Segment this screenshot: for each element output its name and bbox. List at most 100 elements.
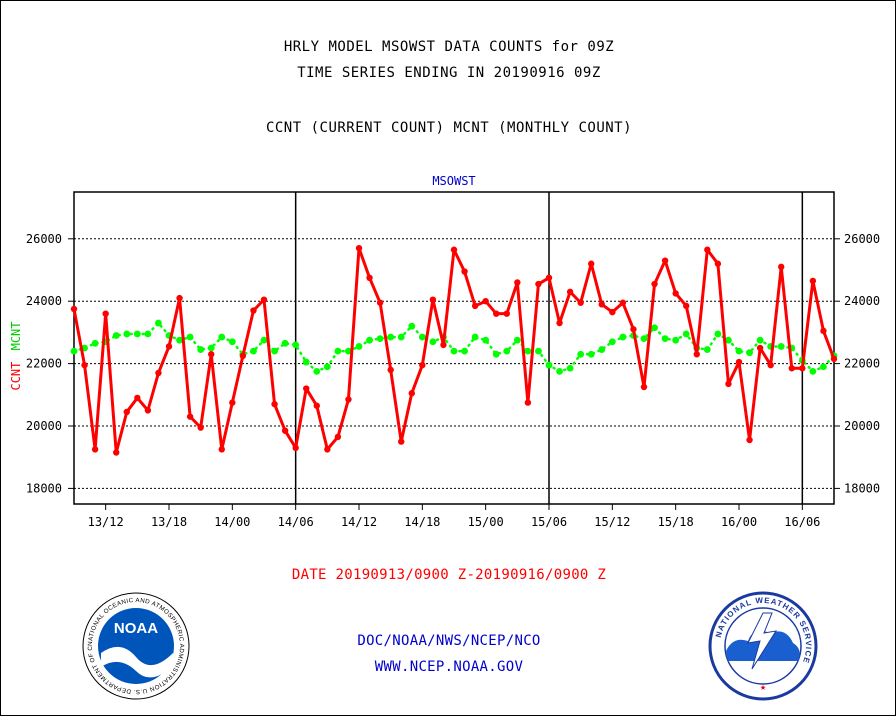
mcnt-point: [355, 343, 363, 350]
ccnt-point: [250, 307, 257, 314]
ccnt-point: [387, 366, 394, 374]
mcnt-point: [661, 335, 669, 343]
footer-url[interactable]: WWW.NCEP.NOAA.GOV: [374, 659, 524, 675]
plot-title: MSOWST: [432, 174, 475, 188]
y-axis-left-ticks: 18000 20000 22000 24000 26000: [26, 232, 74, 495]
series-ccnt: [70, 244, 838, 456]
mcnt-point: [429, 338, 437, 346]
ccnt-point: [566, 288, 574, 296]
ccnt-point: [429, 296, 437, 303]
x-tick-label: 14/06: [278, 515, 314, 529]
ccnt-point: [471, 302, 479, 310]
ccnt-point: [461, 268, 468, 275]
mcnt-point: [387, 333, 395, 341]
ccnt-point: [725, 380, 732, 388]
ccnt-point: [651, 280, 658, 288]
ccnt-point: [440, 341, 447, 349]
mcnt-point: [598, 346, 606, 353]
mcnt-point: [250, 347, 257, 355]
mcnt-point: [714, 330, 722, 338]
ccnt-point: [704, 246, 711, 253]
y-tick-label-right: 20000: [844, 419, 880, 433]
mcnt-point: [471, 333, 479, 341]
ccnt-point: [376, 299, 384, 306]
ccnt-point: [165, 343, 173, 350]
nws-star-icon: ★: [760, 682, 766, 693]
footer-org: DOC/NOAA/NWS/NCEP/NCO: [357, 633, 541, 649]
mcnt-point: [450, 347, 458, 355]
noaa-logo: NOAA NATIONAL OCEANIC AND ATMOSPHERIC AD…: [81, 591, 190, 700]
x-tick-label: 15/18: [658, 515, 694, 529]
ccnt-point: [693, 351, 700, 358]
ccnt-point: [345, 396, 352, 403]
mcnt-point: [461, 347, 468, 355]
y-axis-right-ticks: 18000 20000 22000 24000 26000: [834, 232, 880, 495]
ccnt-point: [229, 399, 236, 406]
y-tick-label: 22000: [26, 357, 62, 371]
y-tick-label-right: 22000: [844, 357, 880, 371]
ccnt-point: [619, 299, 627, 306]
ccnt-point: [577, 299, 584, 306]
mcnt-point: [703, 346, 711, 353]
x-tick-label: 14/00: [214, 515, 250, 529]
mcnt-point: [281, 339, 289, 347]
ccnt-point: [493, 310, 500, 317]
mcnt-point: [302, 358, 310, 366]
mcnt-point: [756, 336, 764, 344]
x-tick-label: 16/06: [784, 515, 820, 529]
mcnt-point: [777, 343, 785, 350]
nws-logo: NATIONAL WEATHER SERVICE ★: [708, 591, 818, 701]
mcnt-point: [176, 336, 183, 344]
mcnt-point: [408, 322, 416, 330]
mcnt-point: [228, 338, 236, 346]
ccnt-point: [155, 369, 162, 377]
ccnt-point: [746, 436, 753, 444]
ccnt-point: [556, 319, 563, 327]
ccnt-point: [524, 399, 532, 406]
ccnt-point: [778, 263, 785, 271]
mcnt-point: [524, 347, 532, 355]
mcnt-point: [725, 336, 732, 344]
mcnt-point: [186, 333, 194, 341]
ccnt-point: [292, 444, 299, 452]
mcnt-point: [746, 349, 753, 357]
y-tick-label-right: 24000: [844, 294, 880, 308]
ccnt-point: [799, 365, 806, 372]
y-axis-label: CCNT MCNT: [9, 321, 23, 390]
ccnt-point: [535, 280, 542, 288]
mcnt-point: [397, 333, 405, 341]
mcnt-point: [735, 347, 743, 355]
ccnt-point: [123, 408, 130, 416]
ccnt-point: [260, 296, 268, 303]
ccnt-point: [208, 351, 215, 358]
ccnt-point: [683, 302, 690, 310]
ccnt-point: [366, 274, 373, 281]
ccnt-point: [91, 446, 99, 453]
y-tick-label: 26000: [26, 232, 62, 246]
mcnt-point: [313, 368, 321, 375]
ccnt-point: [809, 277, 817, 285]
mcnt-point: [218, 333, 226, 341]
ccnt-point: [820, 327, 827, 335]
date-range: DATE 20190913/0900 Z-20190916/0900 Z: [291, 567, 607, 583]
mcnt-line: [72, 321, 836, 373]
mcnt-point: [577, 350, 585, 358]
ccnt-point: [334, 433, 342, 441]
y-tick-label: 18000: [26, 481, 62, 495]
mcnt-point: [334, 347, 342, 355]
series-mcnt: [70, 319, 838, 375]
mcnt-point: [323, 363, 331, 371]
ccnt-point: [482, 298, 489, 305]
mcnt-point: [144, 330, 152, 338]
ccnt-point: [70, 305, 78, 313]
mcnt-point: [260, 336, 268, 344]
ccnt-point: [714, 260, 722, 267]
mcnt-point: [608, 338, 616, 346]
mcnt-point: [556, 368, 563, 375]
ccnt-point: [609, 308, 616, 316]
x-axis-ticks: 13/12 13/18 14/00 14/06 14/12 14/18 15/00 15/06…: [88, 504, 820, 529]
mcnt-point: [366, 336, 373, 344]
y-axis-label-ccnt: CCNT: [9, 362, 23, 391]
ccnt-point: [767, 361, 774, 369]
